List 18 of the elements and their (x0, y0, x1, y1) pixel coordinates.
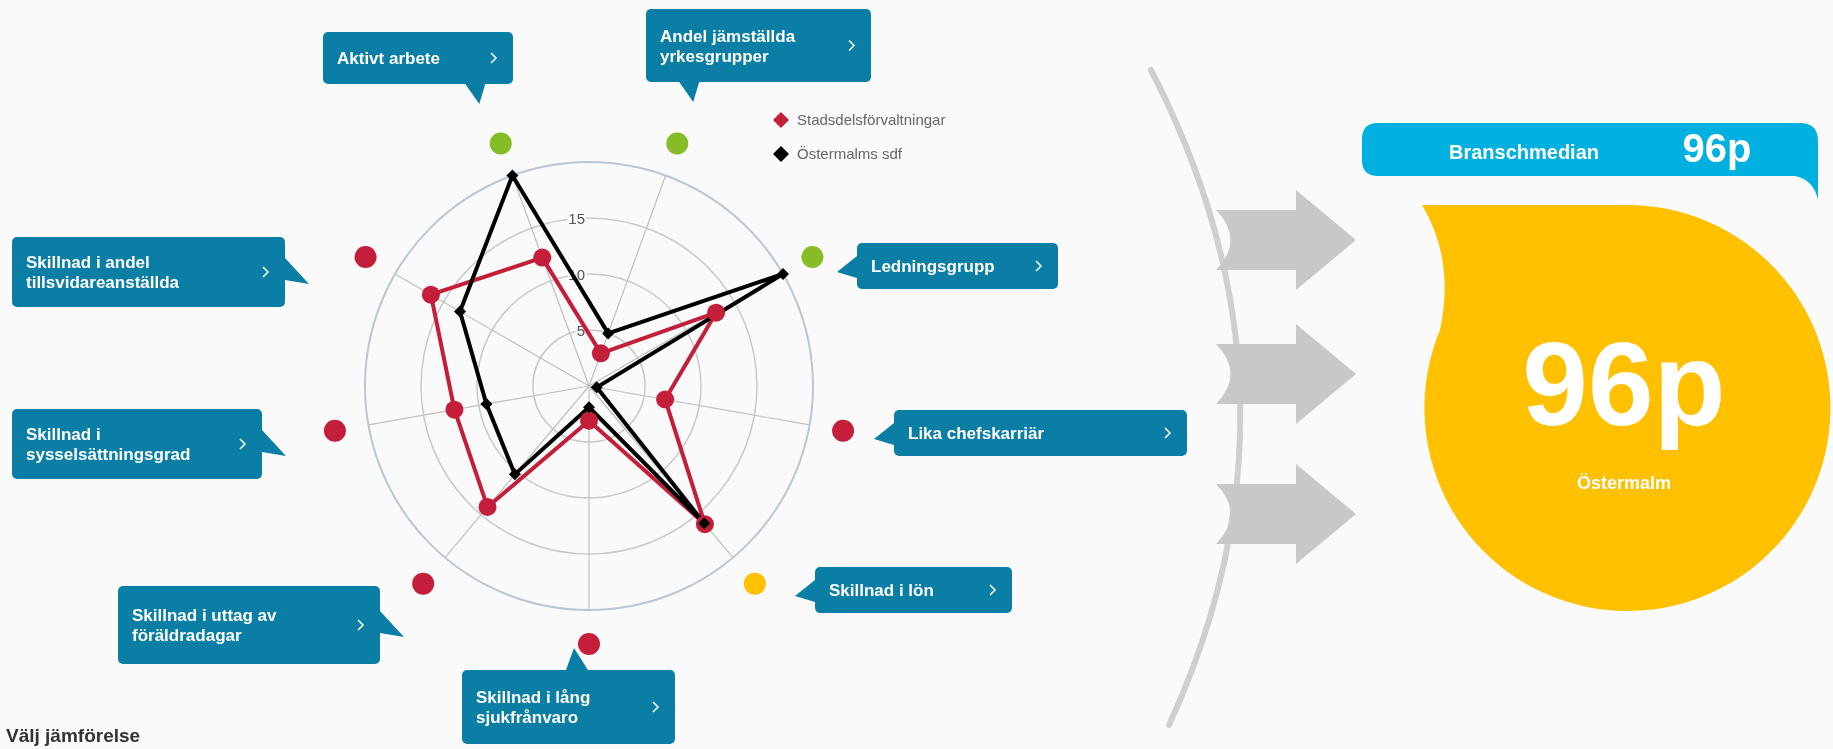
y-tick-label: 15 (568, 210, 585, 227)
text: Östermalm (1576, 473, 1672, 493)
spoke-label: Ledningsgrupp (871, 257, 995, 276)
y-tick-label: 5 (576, 322, 585, 339)
text: 96p (1522, 318, 1726, 450)
text: Branschmedian (1448, 141, 1600, 163)
spoke-label: Lika chefskarriär (908, 424, 1045, 443)
text: Välj jämförelse (6, 725, 141, 746)
spoke-label: Aktivt arbete (337, 49, 440, 68)
spoke-label: Skillnad i sysselsättningsgrad (26, 425, 191, 464)
spoke-label: Andel jämställda yrkesgrupper (660, 26, 796, 66)
spoke-label: Skillnad i andel tillsvidareanställda (26, 253, 180, 292)
legend-label: Stadsdelsförvaltningar (797, 111, 946, 128)
spoke-label: Skillnad i lön (829, 581, 934, 600)
spoke-label: Skillnad i uttag av föräldradagar (132, 606, 278, 645)
legend-label: Östermalms sdf (797, 145, 903, 162)
spoke-label: Skillnad i lång sjukfrånvaro (476, 688, 591, 727)
text: 96p (1682, 126, 1752, 170)
